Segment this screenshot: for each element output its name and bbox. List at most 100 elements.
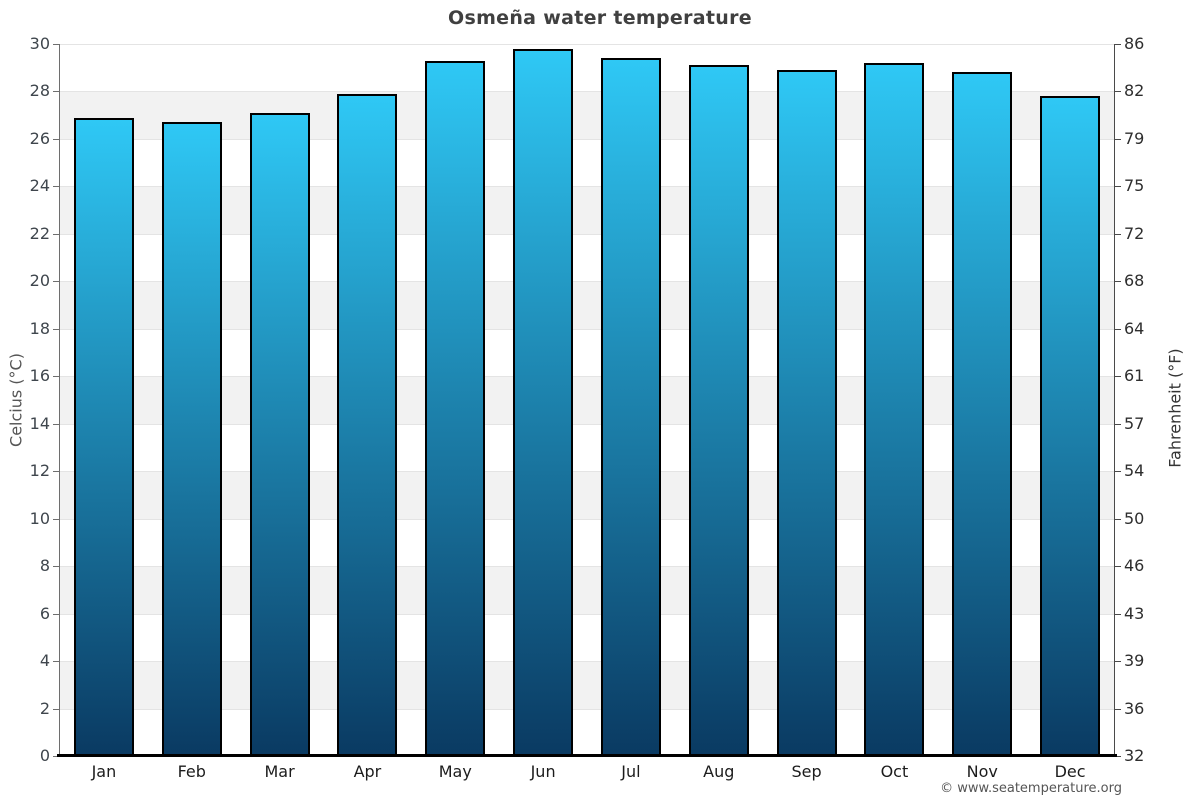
plot-area — [60, 44, 1114, 756]
celsius-axis-title: Celcius (°C) — [6, 353, 26, 447]
celsius-tick-mark — [53, 471, 59, 473]
celsius-tick-mark — [53, 281, 59, 283]
celsius-tick-label: 14 — [29, 413, 50, 433]
celsius-tick-label: 0 — [39, 746, 50, 765]
month-label-nov: Nov — [966, 762, 998, 781]
celsius-tick-mark — [53, 233, 59, 235]
month-label-mar: Mar — [264, 762, 295, 781]
bar-jun — [513, 48, 574, 756]
fahrenheit-tick-mark — [1115, 661, 1121, 663]
celsius-tick-mark — [53, 423, 59, 425]
chart-title: Osmeña water temperature — [448, 7, 752, 29]
gridline — [60, 566, 1114, 568]
background-band — [60, 566, 1114, 614]
celsius-tick-mark — [53, 613, 59, 615]
background-band — [60, 518, 1114, 567]
month-label-feb: Feb — [177, 762, 206, 781]
fahrenheit-tick-label: 46 — [1124, 556, 1145, 576]
background-band — [60, 613, 1114, 662]
celsius-tick-label: 12 — [29, 461, 50, 481]
month-label-oct: Oct — [880, 762, 909, 781]
month-label-apr: Apr — [353, 762, 382, 781]
bottom-axis-line — [57, 754, 1117, 757]
background-band — [60, 661, 1114, 709]
celsius-tick-label: 4 — [39, 651, 50, 671]
month-label-jun: Jun — [530, 762, 556, 781]
left-axis-line — [59, 44, 60, 756]
celsius-tick-label: 26 — [29, 128, 50, 148]
celsius-tick-label: 20 — [29, 271, 50, 291]
gridline — [60, 91, 1114, 93]
fahrenheit-tick-label: 43 — [1124, 603, 1145, 623]
gridline — [60, 186, 1114, 188]
bar-jul — [600, 58, 661, 756]
fahrenheit-tick-mark — [1115, 233, 1121, 235]
bar-dec — [1040, 96, 1101, 756]
celsius-tick-label: 30 — [29, 34, 50, 53]
fahrenheit-tick-label: 39 — [1124, 651, 1145, 671]
background-band — [60, 708, 1114, 756]
fahrenheit-tick-label: 75 — [1124, 176, 1145, 196]
fahrenheit-tick-label: 68 — [1124, 271, 1145, 291]
fahrenheit-tick-mark — [1115, 328, 1121, 330]
fahrenheit-tick-label: 61 — [1124, 366, 1145, 386]
fahrenheit-tick-label: 57 — [1124, 413, 1145, 433]
fahrenheit-tick-mark — [1115, 708, 1121, 710]
celsius-tick-mark — [53, 138, 59, 140]
background-band — [60, 376, 1114, 424]
fahrenheit-tick-mark — [1115, 186, 1121, 188]
celsius-tick-label: 22 — [29, 223, 50, 243]
fahrenheit-tick-mark — [1115, 281, 1121, 283]
celsius-tick-label: 24 — [29, 176, 50, 196]
fahrenheit-tick-mark — [1115, 423, 1121, 425]
bar-aug — [688, 65, 749, 756]
fahrenheit-tick-label: 50 — [1124, 508, 1145, 528]
month-label-sep: Sep — [791, 762, 822, 781]
celsius-tick-label: 16 — [29, 366, 50, 386]
fahrenheit-tick-label: 82 — [1124, 81, 1145, 101]
celsius-tick-mark — [53, 328, 59, 330]
fahrenheit-tick-mark — [1115, 376, 1121, 378]
celsius-tick-label: 2 — [39, 698, 50, 718]
gridline — [60, 661, 1114, 663]
fahrenheit-tick-label: 72 — [1124, 223, 1145, 243]
gridline — [60, 423, 1114, 425]
month-label-may: May — [438, 762, 472, 781]
month-label-aug: Aug — [703, 762, 735, 781]
bar-sep — [776, 70, 837, 756]
fahrenheit-tick-mark — [1115, 566, 1121, 568]
celsius-tick-label: 10 — [29, 508, 50, 528]
celsius-tick-label: 8 — [39, 556, 50, 576]
celsius-tick-mark — [53, 708, 59, 710]
month-label-dec: Dec — [1054, 762, 1086, 781]
background-band — [60, 423, 1114, 472]
fahrenheit-tick-label: 32 — [1124, 746, 1145, 765]
background-band — [60, 233, 1114, 282]
gridline — [60, 281, 1114, 283]
month-label-jan: Jan — [91, 762, 117, 781]
celsius-tick-label: 28 — [29, 81, 50, 101]
fahrenheit-axis-title: Fahrenheit (°F) — [1165, 348, 1185, 468]
bar-nov — [952, 72, 1013, 756]
background-band — [60, 186, 1114, 234]
gridline — [60, 138, 1114, 140]
fahrenheit-tick-mark — [1115, 471, 1121, 473]
celsius-tick-mark — [53, 518, 59, 520]
fahrenheit-tick-label: 54 — [1124, 461, 1145, 481]
gridline — [60, 44, 1114, 45]
fahrenheit-tick-label: 64 — [1124, 318, 1145, 338]
gridline — [60, 708, 1114, 710]
celsius-tick-label: 6 — [39, 603, 50, 623]
bar-feb — [161, 122, 222, 756]
gridline — [60, 328, 1114, 330]
month-label-jul: Jul — [621, 762, 641, 781]
background-band — [60, 328, 1114, 377]
celsius-tick-mark — [53, 376, 59, 378]
fahrenheit-tick-mark — [1115, 91, 1121, 93]
gridline — [60, 471, 1114, 473]
celsius-tick-mark — [53, 44, 59, 45]
gridline — [60, 233, 1114, 235]
gridline — [60, 376, 1114, 378]
copyright-footer: © www.seatemperature.org — [940, 781, 1122, 796]
